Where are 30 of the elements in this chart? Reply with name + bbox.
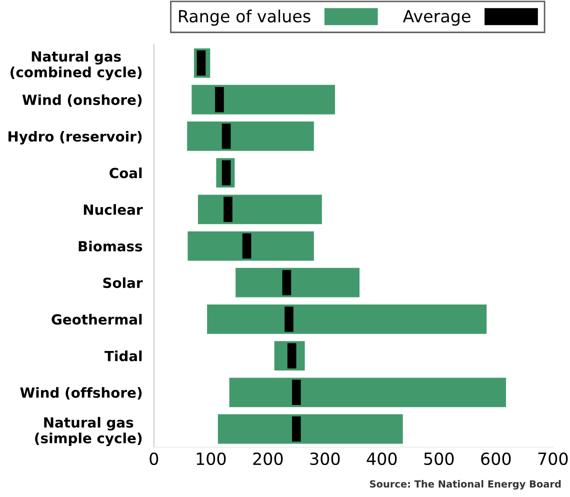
y-tick-label: Solar bbox=[103, 277, 143, 288]
x-tick-label: 100 bbox=[196, 452, 226, 466]
x-tick-label: 0 bbox=[150, 452, 158, 466]
bar bbox=[198, 194, 322, 224]
x-tick-label: 400 bbox=[366, 452, 397, 466]
y-tick-label: Biomass bbox=[78, 240, 142, 252]
y-tick-label: Natural gas (simple cycle) bbox=[35, 416, 142, 446]
y-tick-label: Coal bbox=[110, 168, 142, 178]
bar bbox=[207, 304, 487, 334]
x-tick-label: 300 bbox=[310, 452, 340, 466]
y-tick-label: Tidal bbox=[104, 350, 142, 362]
x-tick-label: 200 bbox=[253, 452, 283, 466]
y-tick-label: Wind (onshore) bbox=[22, 94, 142, 107]
x-tick-label: 600 bbox=[481, 452, 511, 466]
bar bbox=[229, 378, 506, 408]
legend-label: Range of values bbox=[179, 10, 310, 26]
legend-label: Average bbox=[402, 10, 470, 26]
x-tick-label: 500 bbox=[424, 452, 454, 466]
y-tick-label: Geothermal bbox=[52, 314, 142, 325]
y-tick-label: Nuclear bbox=[84, 204, 143, 215]
bar bbox=[192, 84, 336, 114]
bar bbox=[218, 414, 403, 444]
y-tick-label: Hydro (reservoir) bbox=[8, 130, 142, 144]
bar bbox=[236, 268, 360, 298]
bar bbox=[187, 122, 314, 151]
y-tick-label: Wind (offshore) bbox=[20, 387, 142, 400]
x-tick-label: 700 bbox=[538, 452, 568, 466]
bar bbox=[188, 231, 314, 261]
y-tick-label: Natural gas (combined cycle) bbox=[10, 50, 142, 80]
source-note: Source: The National Energy Board bbox=[370, 480, 561, 490]
